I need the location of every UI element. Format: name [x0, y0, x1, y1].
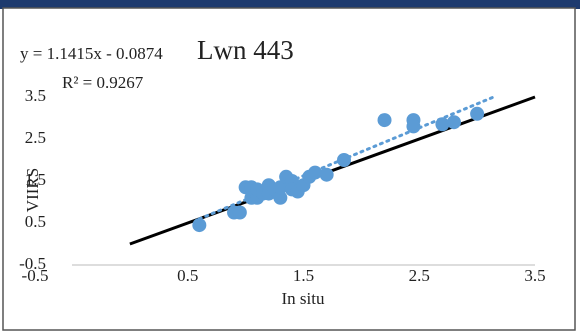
point	[377, 113, 392, 128]
point	[337, 153, 352, 167]
y-tick-label: 2.5	[25, 128, 46, 147]
x-tick-label: 1.5	[293, 266, 314, 285]
x-axis-title: In situ	[282, 289, 325, 308]
point	[192, 218, 207, 233]
point	[435, 117, 450, 132]
trendline	[197, 95, 496, 221]
point	[273, 190, 288, 205]
chart-frame	[2, 7, 576, 331]
y-tick-label: -0.5	[19, 254, 46, 273]
x-tick-label: -0.5	[22, 266, 49, 285]
point	[406, 119, 421, 134]
y-axis-title: VIIRS	[23, 168, 42, 212]
y-tick-label: 3.5	[25, 86, 46, 105]
r-squared: R² = 0.9267	[62, 73, 144, 92]
point	[308, 165, 323, 180]
point	[273, 180, 288, 195]
y-tick-label: 0.5	[25, 212, 46, 231]
point	[319, 167, 334, 182]
x-tick-label: 0.5	[177, 266, 198, 285]
y-tick-label: 1.5	[25, 170, 46, 189]
point	[470, 106, 485, 121]
point	[446, 115, 461, 130]
x-tick-label: 3.5	[524, 266, 545, 285]
x-tick-label: 2.5	[409, 266, 430, 285]
equation: y = 1.1415x - 0.0874	[20, 44, 163, 63]
point	[232, 205, 247, 220]
top-strip	[0, 0, 580, 9]
chart-title: Lwn 443	[197, 35, 294, 65]
